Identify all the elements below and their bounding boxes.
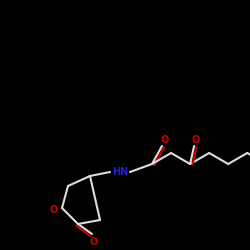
- Text: HN: HN: [112, 167, 128, 177]
- Text: O: O: [192, 135, 200, 145]
- Text: O: O: [161, 135, 169, 145]
- Text: O: O: [50, 205, 58, 215]
- Text: O: O: [90, 237, 98, 247]
